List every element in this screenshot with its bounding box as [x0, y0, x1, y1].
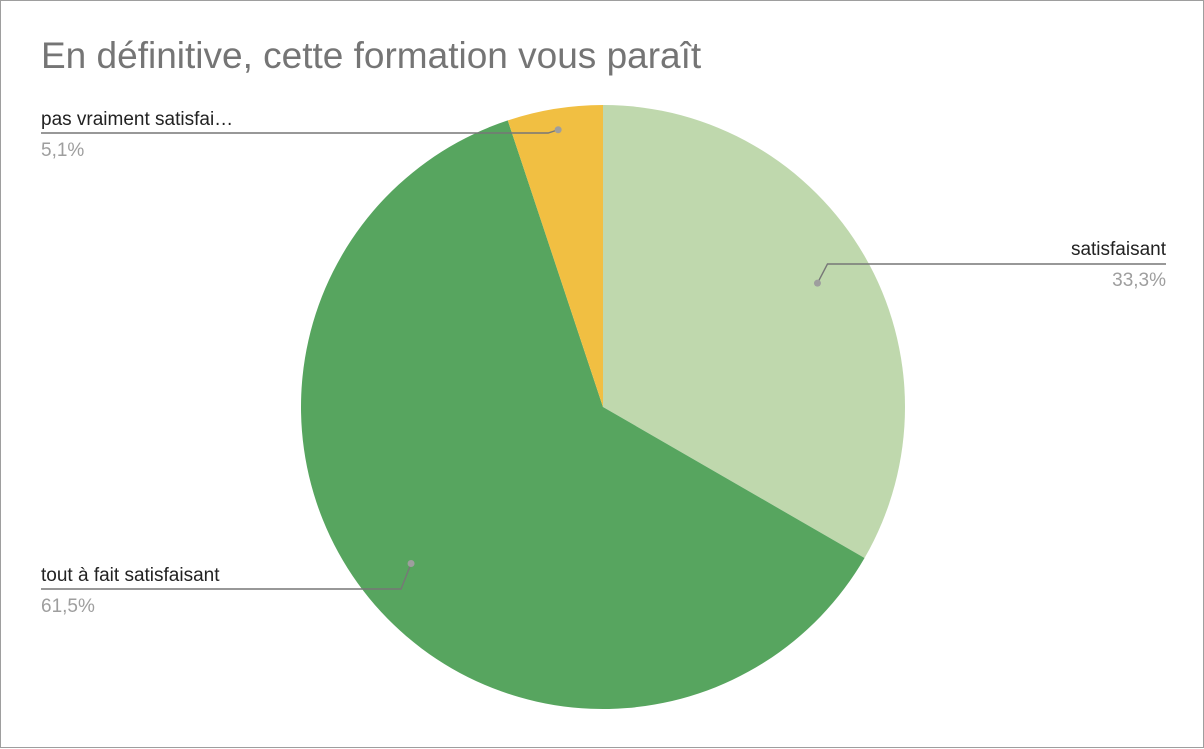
pie-slice-1[interactable] [301, 120, 865, 709]
leader-dot-1 [407, 559, 415, 567]
pie-slice-0[interactable] [603, 105, 905, 558]
leader-dot-2 [554, 126, 562, 134]
leader-lines [41, 126, 1166, 590]
slice-label-percent-0: 33,3% [1112, 270, 1166, 291]
pie-slice-2[interactable] [507, 105, 603, 407]
pie-slices [301, 105, 905, 709]
leader-line-1 [41, 563, 412, 590]
slice-label-name-0: satisfaisant [1071, 239, 1167, 260]
chart-title: En définitive, cette formation vous para… [41, 35, 702, 76]
leader-line-2 [41, 129, 559, 134]
slice-labels: satisfaisant 33,3% tout à fait satisfaisan… [41, 109, 1167, 617]
slice-label-percent-1: 61,5% [41, 596, 95, 617]
leader-line-0 [816, 263, 1166, 284]
slice-label-name-1: tout à fait satisfaisant [41, 565, 220, 586]
slice-label-name-2: pas vraiment satisfai… [41, 109, 233, 130]
slice-label-percent-2: 5,1% [41, 140, 84, 161]
leader-dot-0 [813, 279, 821, 287]
